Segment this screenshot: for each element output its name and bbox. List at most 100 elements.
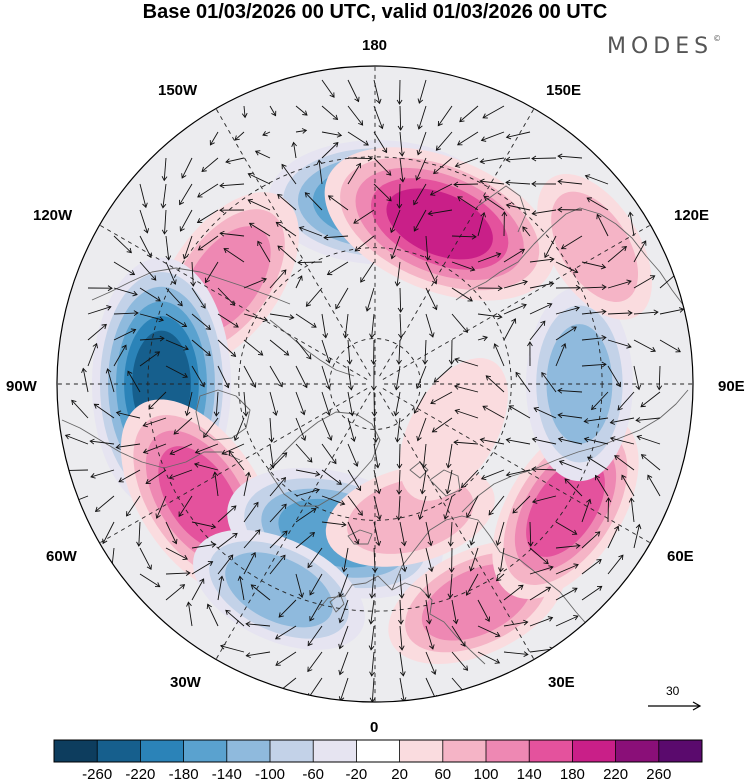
wind-arrow <box>397 287 404 313</box>
wind-arrow <box>234 131 245 141</box>
wind-arrow <box>139 547 152 571</box>
wind-arrow <box>555 521 578 535</box>
wind-arrow <box>531 155 557 162</box>
wind-arrow <box>425 625 435 650</box>
wind-arrow <box>581 585 603 601</box>
wind-arrow <box>431 417 453 433</box>
wind-arrow <box>370 365 377 391</box>
wind-arrow <box>139 573 161 588</box>
wind-arrow <box>347 105 364 126</box>
wind-arrow <box>633 275 656 289</box>
wind-arrow <box>640 454 661 471</box>
wind-arrow <box>555 326 577 341</box>
wind-arrow <box>607 554 624 575</box>
wind-arrow <box>321 313 329 339</box>
wind-arrow <box>393 365 401 391</box>
wind-arrow <box>217 575 225 601</box>
wind-arrow <box>399 521 407 547</box>
wind-arrow <box>482 405 505 419</box>
wind-arrow <box>396 339 402 365</box>
wind-arrow <box>113 235 132 254</box>
wind-arrow <box>341 547 349 573</box>
wind-arrow <box>581 498 592 523</box>
colorbar-swatch <box>356 740 401 762</box>
wind-arrow <box>269 530 288 549</box>
wind-arrow <box>342 313 349 339</box>
wind-arrow <box>488 495 505 516</box>
wind-arrow <box>201 157 219 172</box>
wind-arrow <box>425 287 438 311</box>
wind-arrow <box>191 561 214 575</box>
wind-arrow <box>165 365 189 378</box>
colorbar-swatch <box>54 740 98 762</box>
colorbar-tick-label: -180 <box>168 766 199 783</box>
wind-arrow <box>182 235 193 260</box>
wind-scale-label: 30 <box>666 684 680 698</box>
wind-arrow <box>248 222 271 237</box>
wind-arrow <box>477 599 491 622</box>
lon-label-90w: 90W <box>6 378 37 395</box>
wind-arrow <box>145 469 167 484</box>
wind-arrow <box>269 554 286 575</box>
wind-arrow <box>394 261 401 287</box>
wind-arrow <box>607 279 632 289</box>
wind-arrow <box>633 309 659 316</box>
wind-arrow <box>457 131 479 146</box>
wind-arrow <box>370 339 377 365</box>
wind-arrow <box>531 495 557 504</box>
wind-arrow <box>321 417 333 441</box>
colorbar-swatch <box>572 740 617 762</box>
wind-arrow <box>614 455 635 471</box>
wind-arrow <box>307 625 323 647</box>
wind-arrow <box>564 478 583 497</box>
latitude-circle <box>238 247 512 521</box>
wind-arrow <box>184 391 193 417</box>
wind-arrow <box>191 287 206 309</box>
wind-arrow <box>165 570 191 576</box>
wind-arrow <box>483 196 505 211</box>
wind-arrow <box>527 521 534 547</box>
wind-arrow <box>430 391 453 405</box>
wind-arrow <box>217 287 236 306</box>
wind-arrow <box>451 625 466 647</box>
coast-north-america-east <box>61 419 241 469</box>
wind-arrow <box>295 573 304 599</box>
wind-arrow <box>453 384 479 393</box>
lon-label-180: 180 <box>362 37 388 54</box>
wind-arrow <box>161 209 168 235</box>
wind-arrow <box>338 625 349 650</box>
lon-label-60w: 60W <box>46 548 77 565</box>
wind-arrow <box>425 261 438 285</box>
colorbar-tick-label: 20 <box>391 766 408 783</box>
wind-arrow <box>609 436 635 445</box>
latitude-circle <box>329 338 421 430</box>
wind-arrow <box>435 131 453 151</box>
wind-arrow <box>416 417 427 442</box>
wind-arrow <box>139 261 157 281</box>
wind-arrow <box>309 599 323 622</box>
wind-arrow <box>139 209 150 234</box>
wind-arrow <box>254 150 271 159</box>
wind-arrow <box>477 651 501 664</box>
wind-arrow <box>268 417 275 443</box>
wind-arrow <box>347 495 363 516</box>
wind-arrow <box>453 439 479 446</box>
coast-iceland <box>347 529 373 545</box>
colorbar-tick-label: 260 <box>646 766 672 783</box>
wind-arrow <box>396 183 403 209</box>
wind-arrow <box>373 105 384 130</box>
wind-arrow <box>557 387 583 394</box>
wind-arrow <box>243 313 268 323</box>
wind-arrow <box>477 252 502 263</box>
wind-arrow <box>262 131 271 137</box>
wind-arrow <box>160 183 167 209</box>
wind-arrow <box>390 235 401 260</box>
wind-arrow <box>338 651 349 676</box>
wind-arrow <box>295 417 307 442</box>
wind-arrow <box>451 651 469 671</box>
anomaly-east-asia-high <box>551 191 639 302</box>
wind-arrow <box>87 342 98 367</box>
wind-arrow <box>469 521 479 546</box>
wind-arrow <box>206 603 219 627</box>
wind-arrow <box>275 651 297 666</box>
